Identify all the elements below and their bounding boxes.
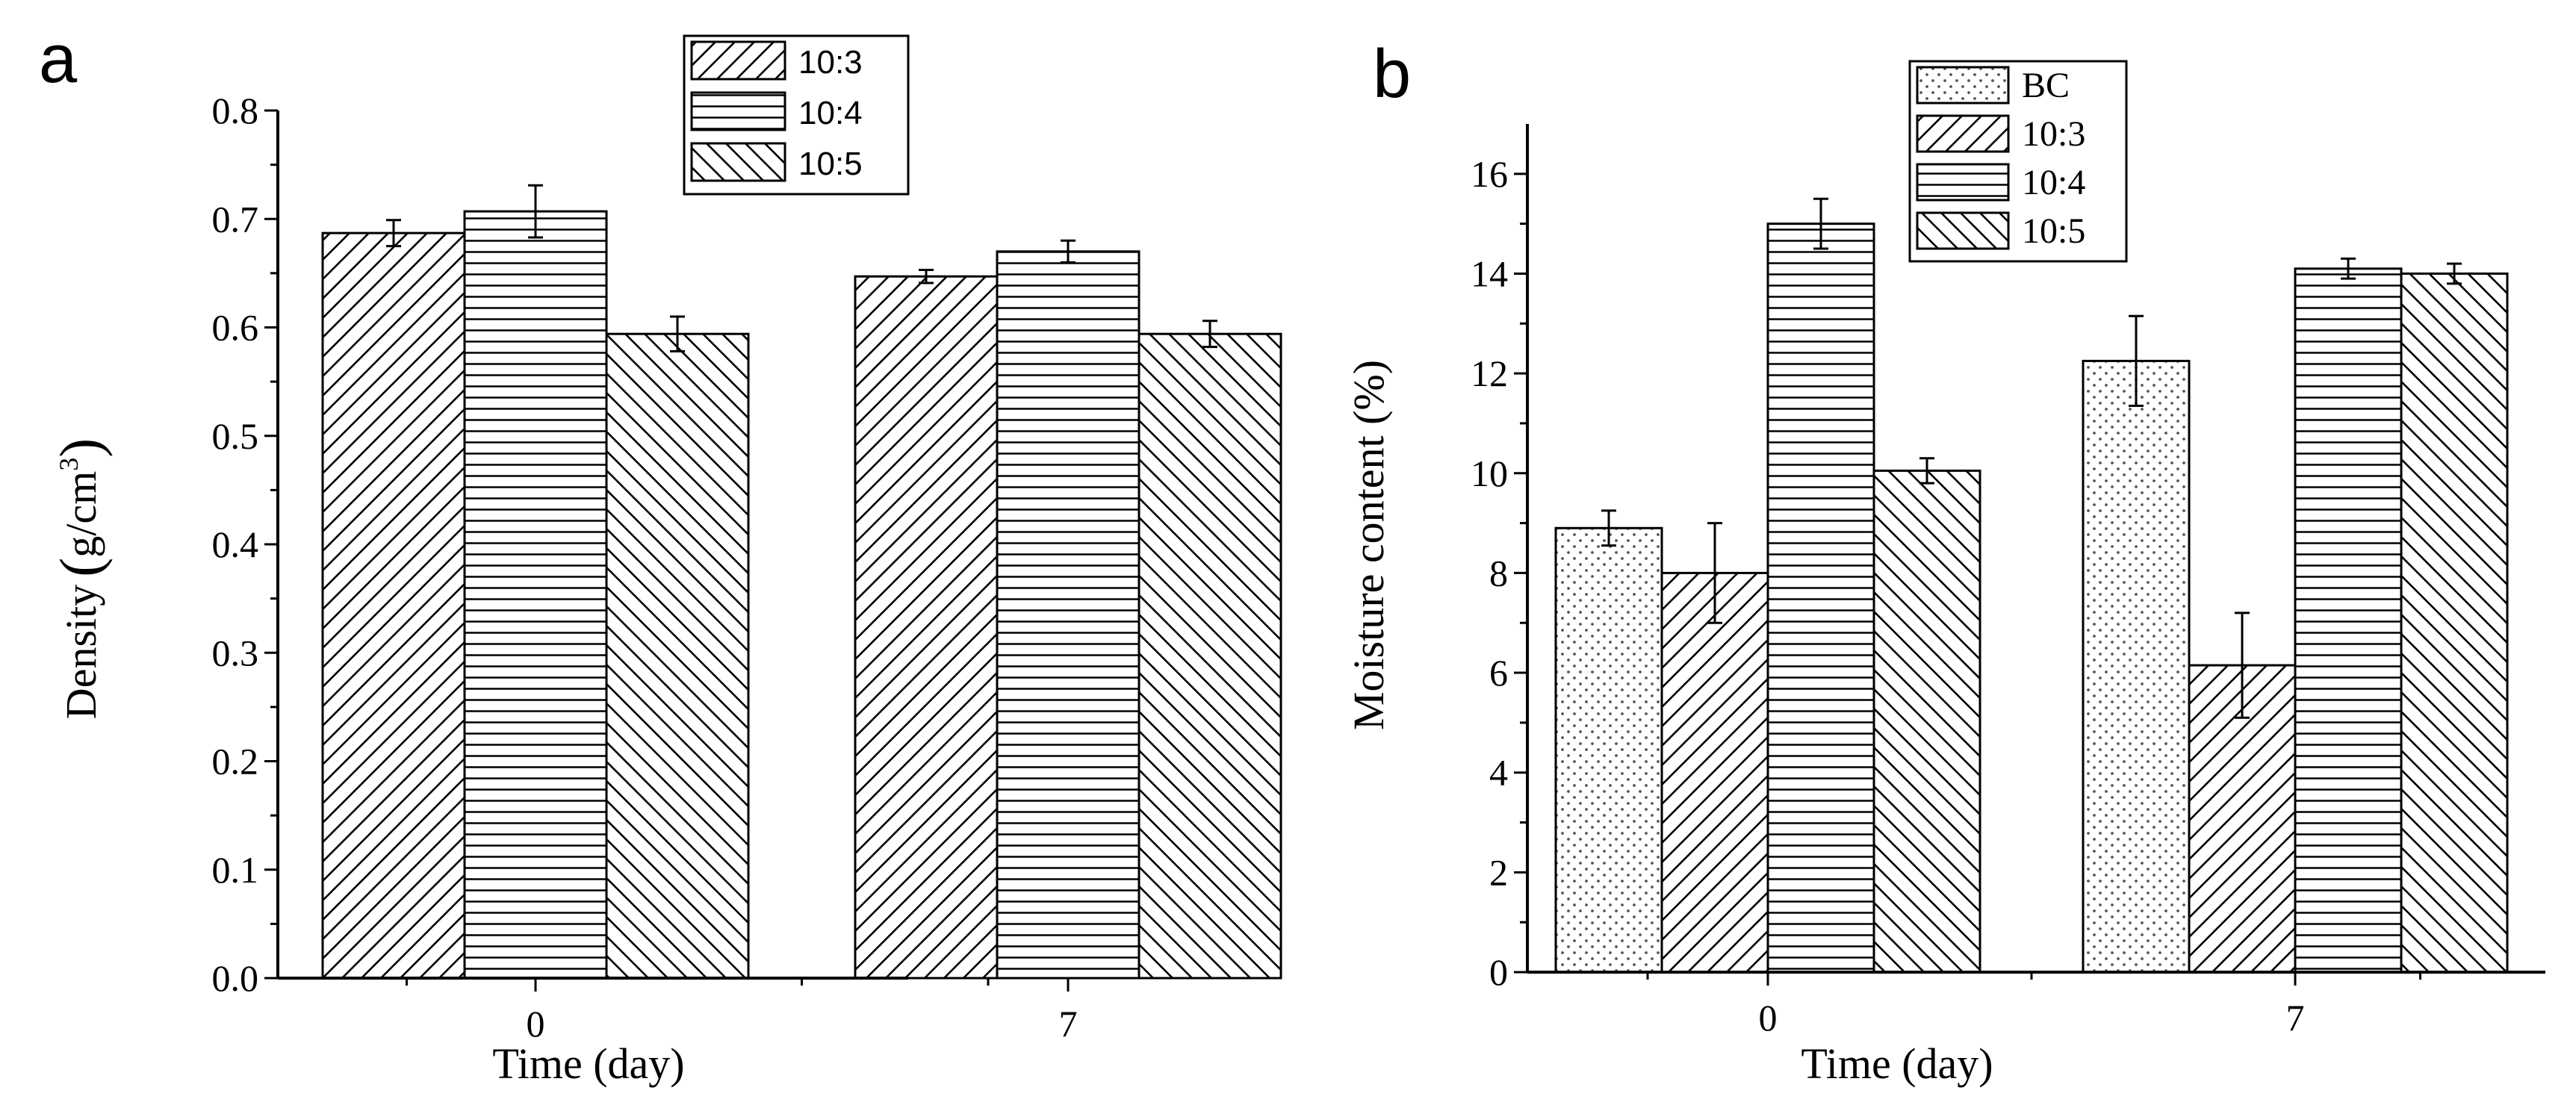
panel-a-legend: 10:3 10:4 10:5 xyxy=(683,34,910,196)
panel-a-errorbar-10-4-day-0 xyxy=(528,184,543,239)
panel-b-bar-bc-day-7 xyxy=(2082,359,2191,974)
panel-b-x-axis-title: Time (day) xyxy=(1801,1039,1993,1088)
panel-b-y-tick-label: 14 xyxy=(1471,252,1508,294)
panel-b-bar-10-5-day-7 xyxy=(2400,272,2509,974)
panel-b-bar-10-4-day-7 xyxy=(2294,267,2403,974)
panel-a-x-tick-label: 0 xyxy=(527,1003,545,1045)
panel-b-errorbar-10-3-day-0 xyxy=(1707,522,1722,624)
panel-b-y-tick-label: 2 xyxy=(1489,851,1508,893)
panel-a-y-tick-label: 0.6 xyxy=(212,307,259,349)
panel-a-bar-10-4-day-7 xyxy=(996,250,1140,980)
panel-a-errorbar-10-5-day-0 xyxy=(670,315,685,352)
panel-letter-a: a xyxy=(39,21,78,97)
panel-b-legend-label: BC xyxy=(2022,66,2070,105)
panel-a-errorbar-10-3-day-0 xyxy=(386,219,401,248)
panel-b-legend-swatch xyxy=(1916,211,2010,250)
panel-a-bar-10-5-day-0 xyxy=(605,332,750,980)
panel-a-y-tick-label: 0.3 xyxy=(212,632,259,673)
panel-a-errorbar-10-4-day-7 xyxy=(1061,239,1076,264)
panel-b-legend-swatch xyxy=(1916,163,2010,202)
panel-b-y-tick-label: 0 xyxy=(1489,951,1508,993)
panel-a-legend-swatch xyxy=(690,91,786,131)
panel-b-y-tick-label: 10 xyxy=(1471,452,1508,494)
panel-a-y-tick-label: 0.7 xyxy=(212,198,259,240)
panel-a: a 0.0 0.1 0.2 0.3 0.4 0.5 0.6 0.7 0.8 0 7 10:3 10:4… xyxy=(39,21,1282,1088)
panel-a-legend-label: 10:3 xyxy=(798,44,863,81)
panel-a-x-axis-title: Time (day) xyxy=(492,1039,684,1088)
panel-a-y-tick-label: 0.5 xyxy=(212,415,259,457)
panel-b: b 0 2 4 6 8 10 12 14 16 0 7 BC 10:3 10:4 10:5 Time (d… xyxy=(1344,36,2545,1088)
panel-b-y-axis-title: Moisture content (%) xyxy=(1344,360,1393,730)
panel-b-bar-10-4-day-0 xyxy=(1766,223,1875,974)
panel-a-bar-10-3-day-7 xyxy=(854,275,999,980)
panel-b-legend-label: 10:3 xyxy=(2022,114,2085,154)
panel-b-y-tick-label: 16 xyxy=(1471,153,1508,195)
panel-b-errorbars xyxy=(1601,197,2462,719)
panel-b-y-tick-label: 12 xyxy=(1471,352,1508,394)
panel-a-errorbar-10-5-day-7 xyxy=(1202,320,1217,349)
panel-b-x-tick-label: 0 xyxy=(1759,997,1778,1039)
panel-b-legend-swatch xyxy=(1916,66,2010,105)
panel-a-legend-swatch xyxy=(690,40,786,81)
panel-b-errorbar-10-3-day-7 xyxy=(2235,612,2250,719)
panel-a-legend-label: 10:4 xyxy=(798,95,863,131)
panel-b-y-tick-label: 4 xyxy=(1489,752,1508,794)
panel-b-axes xyxy=(1526,124,2545,974)
panel-a-y-tick-label: 0.1 xyxy=(212,849,259,891)
panel-b-x-tick-label: 7 xyxy=(2286,997,2305,1039)
panel-b-bar-10-5-day-0 xyxy=(1872,469,1981,974)
panel-b-legend: BC 10:3 10:4 10:5 xyxy=(1908,60,2128,263)
panel-a-y-tick-label: 0.2 xyxy=(212,741,259,782)
panel-a-bars xyxy=(321,210,1282,980)
panel-b-errorbar-10-4-day-0 xyxy=(1813,197,1828,250)
panel-b-ticks: 0 2 4 6 8 10 12 14 16 0 7 xyxy=(1471,153,2421,1039)
panel-a-bar-10-3-day-0 xyxy=(321,231,466,980)
panel-b-y-tick-label: 6 xyxy=(1489,652,1508,694)
panel-b-errorbar-10-5-day-0 xyxy=(1919,457,1934,485)
panel-a-y-tick-label: 0.0 xyxy=(212,957,259,999)
panel-a-y-tick-label: 0.8 xyxy=(212,90,259,131)
panel-b-errorbar-bc-day-7 xyxy=(2129,314,2144,408)
panel-b-bars xyxy=(1554,223,2509,974)
panel-a-errorbars xyxy=(386,184,1217,352)
panel-a-ticks: 0.0 0.1 0.2 0.3 0.4 0.5 0.6 0.7 0.8 0 7 xyxy=(212,90,1078,1045)
panel-a-x-tick-label: 7 xyxy=(1059,1003,1078,1045)
panel-a-bar-10-5-day-7 xyxy=(1138,332,1282,980)
panel-letter-b: b xyxy=(1373,36,1411,112)
panel-b-errorbar-10-5-day-7 xyxy=(2447,262,2462,285)
panel-b-legend-swatch xyxy=(1916,114,2010,153)
panel-b-bar-bc-day-0 xyxy=(1554,526,1663,974)
panel-b-errorbar-bc-day-0 xyxy=(1601,509,1616,547)
panel-b-y-tick-label: 8 xyxy=(1489,552,1508,594)
panel-b-bar-10-3-day-0 xyxy=(1660,571,1769,974)
panel-a-errorbar-10-3-day-7 xyxy=(919,269,934,284)
panel-b-legend-label: 10:5 xyxy=(2022,211,2085,251)
panel-b-legend-label: 10:4 xyxy=(2022,163,2085,202)
panel-a-legend-label: 10:5 xyxy=(798,146,863,182)
panel-a-legend-swatch xyxy=(690,142,786,182)
panel-a-y-tick-label: 0.4 xyxy=(212,523,259,565)
panel-b-errorbar-10-4-day-7 xyxy=(2341,257,2356,280)
panel-a-y-axis-title: Density(g/cm3) xyxy=(48,438,113,719)
panel-a-bar-10-4-day-0 xyxy=(463,210,608,980)
